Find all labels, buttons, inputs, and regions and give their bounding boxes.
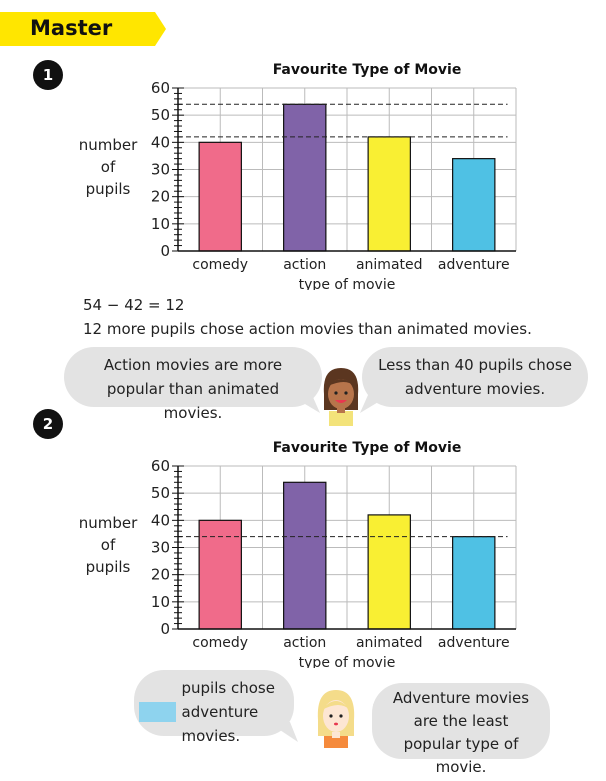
bar-adventure xyxy=(452,158,496,252)
speech-bubble-left-2: pupils chose adventure movies. xyxy=(134,670,294,745)
bar-animated xyxy=(367,514,411,630)
bubble-text: Less than 40 pupils chose adventure movi… xyxy=(378,356,572,398)
chart1-ylabel-line: of xyxy=(100,158,116,176)
chart2-ylabel-line: of xyxy=(100,536,116,554)
bubble-tail xyxy=(360,395,390,413)
chart2-ylabel-line: pupils xyxy=(85,558,131,576)
question-number-1: 1 xyxy=(33,60,63,90)
chart-1: Favourite Type of Movie comedy action anima… xyxy=(151,62,517,290)
x-tick-label: action xyxy=(283,257,326,273)
bar-action xyxy=(283,103,327,252)
y-tick-label: 40 xyxy=(151,511,170,529)
y-tick-label: 20 xyxy=(151,566,170,584)
y-tick-label: 60 xyxy=(151,457,170,475)
bubble-tail xyxy=(290,395,320,413)
bubble-text: pupils chose adventure movies. xyxy=(181,679,275,745)
bubble-text: Action movies are more popular than anim… xyxy=(103,356,283,422)
y-tick-label: 30 xyxy=(151,539,170,557)
page-title: Master xyxy=(30,16,113,40)
q1-working: 54 − 42 = 12 xyxy=(83,296,185,314)
bar-animated xyxy=(367,136,411,252)
y-tick-label: 10 xyxy=(151,593,170,611)
question-number-2: 2 xyxy=(33,409,63,439)
girl-character-icon xyxy=(317,690,355,748)
bar-comedy xyxy=(198,519,242,630)
bubble-tail xyxy=(268,722,298,742)
x-tick-label: adventure xyxy=(438,635,510,651)
chart-title: Favourite Type of Movie xyxy=(273,62,462,78)
chart2-ylabel: number of pupils xyxy=(78,512,138,578)
speech-bubble-right-2: Adventure movies are the least popular t… xyxy=(372,683,550,776)
chart-2: Favourite Type of Movie comedy action anima… xyxy=(151,440,517,668)
x-tick-label: comedy xyxy=(192,635,248,651)
girl-character-icon xyxy=(323,368,359,426)
x-axis-label: type of movie xyxy=(299,655,396,668)
y-tick-label: 0 xyxy=(160,620,170,638)
y-tick-label: 0 xyxy=(160,242,170,260)
chart2-ylabel-line: number xyxy=(78,514,138,532)
answer-box[interactable] xyxy=(138,702,176,722)
chart1-ylabel-line: number xyxy=(78,136,138,154)
bubble-tail xyxy=(373,700,385,720)
x-axis-label: type of movie xyxy=(299,277,396,290)
speech-bubble-right-1: Less than 40 pupils chose adventure movi… xyxy=(362,347,588,407)
bar-adventure xyxy=(452,536,496,630)
y-tick-label: 60 xyxy=(151,79,170,97)
header-banner xyxy=(0,12,166,46)
chart-title: Favourite Type of Movie xyxy=(273,440,462,456)
chart1-ylabel: number of pupils xyxy=(78,134,138,200)
x-tick-label: action xyxy=(283,635,326,651)
bar-comedy xyxy=(198,141,242,252)
y-tick-label: 20 xyxy=(151,188,170,206)
x-tick-label: animated xyxy=(356,635,423,651)
y-tick-label: 30 xyxy=(151,161,170,179)
y-tick-label: 50 xyxy=(151,484,170,502)
y-tick-label: 50 xyxy=(151,106,170,124)
x-tick-label: animated xyxy=(356,257,423,273)
q1-sentence: 12 more pupils chose action movies than … xyxy=(83,320,532,338)
bubble-text: Adventure movies are the least popular t… xyxy=(392,689,530,776)
y-tick-label: 10 xyxy=(151,215,170,233)
y-tick-label: 40 xyxy=(151,133,170,151)
speech-bubble-left-1: Action movies are more popular than anim… xyxy=(64,347,322,422)
x-tick-label: adventure xyxy=(438,257,510,273)
chart1-ylabel-line: pupils xyxy=(85,180,131,198)
x-tick-label: comedy xyxy=(192,257,248,273)
bar-action xyxy=(283,481,327,630)
